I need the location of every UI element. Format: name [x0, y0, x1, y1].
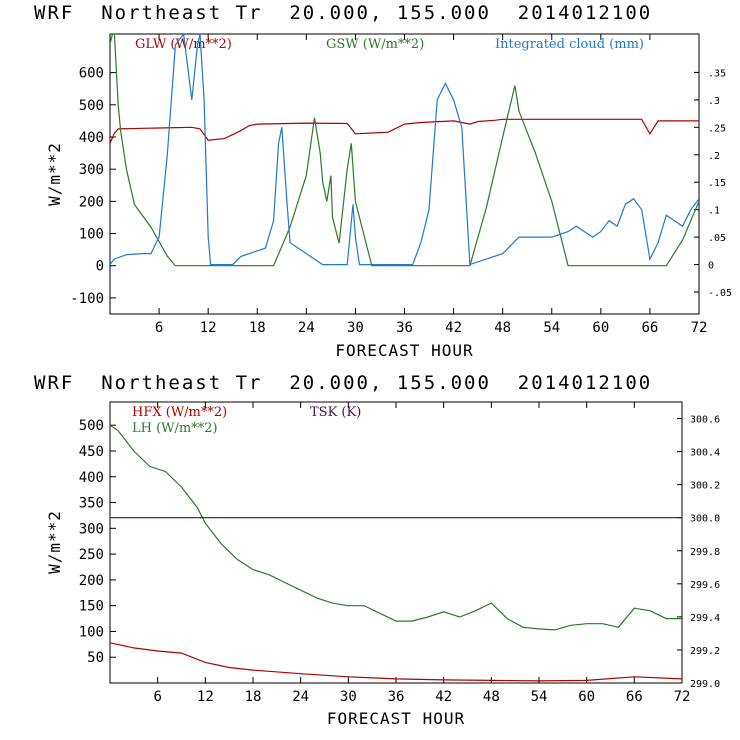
- chart2-xtick-label: 30: [340, 689, 357, 705]
- chart2-xlabel: FORECAST HOUR: [327, 709, 465, 728]
- chart2-ytick-label: 50: [87, 650, 104, 666]
- chart1-xtick-label: 12: [200, 320, 217, 336]
- chart1-xtick-label: 54: [543, 320, 560, 336]
- chart1-xtick-label: 30: [347, 320, 364, 336]
- chart2-ytick-label: 450: [79, 444, 104, 460]
- chart2-xtick-label: 66: [626, 689, 643, 705]
- chart2-series-hfx-line: [110, 642, 682, 682]
- chart1-y2tick-label: .2: [708, 151, 720, 162]
- chart1-series-gsw-line: [110, 34, 699, 267]
- chart2-ytick-label: 100: [79, 624, 104, 640]
- chart2-y2tick-label: 299.0: [690, 679, 720, 690]
- chart2-xtick-label: 42: [435, 689, 452, 705]
- chart2-y2tick-label: 299.2: [690, 646, 720, 657]
- chart2-xtick-label: 24: [292, 689, 309, 705]
- chart2-ytick-label: 400: [79, 470, 104, 486]
- chart1-ylabel: W/m**2: [45, 142, 64, 206]
- chart2-xtick-label: 36: [388, 689, 405, 705]
- chart2-y2tick-label: 300.4: [690, 448, 720, 459]
- chart1-xtick-label: 24: [298, 320, 315, 336]
- chart1-xtick-label: 42: [445, 320, 462, 336]
- chart2-ytick-label: 250: [79, 547, 104, 563]
- chart2-title: WRF Northeast Tr 20.000, 155.000 2014012…: [34, 372, 653, 394]
- chart1-ytick-label: 100: [79, 227, 104, 243]
- chart1-xlabel: FORECAST HOUR: [335, 341, 473, 360]
- chart1-ytick-label: 600: [79, 66, 104, 82]
- chart2-frame: [109, 401, 683, 684]
- chart1-plot: 6 12 18 24 30 36 42 48 54 60 66 72 -100 0 100 200 300 400…: [45, 33, 732, 360]
- chart1-legend-gsw: GSW (W/m**2): [326, 37, 424, 52]
- chart2-y2tick-label: 299.8: [690, 547, 720, 558]
- chart2-xtick-label: 60: [578, 689, 595, 705]
- chart1-y2tick-label: .15: [708, 178, 726, 189]
- chart1-series-integrated-line: [110, 34, 699, 266]
- chart1-xtick-label: 18: [249, 320, 266, 336]
- chart2-xtick-label: 18: [245, 689, 262, 705]
- chart2-xtick-label: 72: [674, 689, 691, 705]
- chart2-legend-hfx: HFX (W/m**2): [132, 405, 227, 420]
- chart1-title: WRF Northeast Tr 20.000, 155.000 2014012…: [34, 2, 653, 24]
- chart1-series-glw-line: [110, 118, 699, 144]
- chart2-series-lh-line: [110, 424, 682, 631]
- chart1-y2tick-label: -.05: [708, 288, 732, 299]
- chart2-ytick-label: 200: [79, 573, 104, 589]
- chart1-legend-integrated: Integrated cloud (mm): [495, 37, 644, 52]
- chart1-xtick-label: 66: [641, 320, 658, 336]
- chart1-xtick-label: 36: [396, 320, 413, 336]
- chart2-y2tick-label: 300.2: [690, 481, 720, 492]
- chart2-y2tick-label: 300.0: [690, 514, 720, 525]
- chart2-legend-tsk: TSK (K): [310, 405, 361, 420]
- chart1-ytick-label: -100: [70, 291, 104, 307]
- chart1-ytick-label: 300: [79, 162, 104, 178]
- chart2-xtick-label: 12: [197, 689, 214, 705]
- chart2-xtick-label: 48: [483, 689, 500, 705]
- chart1-y2tick-label: .1: [708, 206, 720, 217]
- chart2-y2tick-label: 299.6: [690, 580, 720, 591]
- chart1-ytick-label: 200: [79, 194, 104, 210]
- chart2-y2tick-label: 299.4: [690, 613, 720, 624]
- chart2-ytick-label: 300: [79, 521, 104, 537]
- chart1-ytick-label: 400: [79, 130, 104, 146]
- chart1-xtick-label: 72: [691, 320, 708, 336]
- chart1-y2tick-label: .35: [708, 68, 726, 79]
- chart2-legend-lh: LH (W/m**2): [132, 421, 218, 436]
- chart1-y2tick-label: .3: [708, 96, 720, 107]
- chart1-legend-glw: GLW (W/m**2): [135, 37, 232, 52]
- chart2-ytick-label: 150: [79, 599, 104, 615]
- chart2-xtick-label: 54: [531, 689, 548, 705]
- chart2-ytick-label: 350: [79, 496, 104, 512]
- chart2-xtick-label: 6: [153, 689, 161, 705]
- chart1-xtick-label: 48: [494, 320, 511, 336]
- chart1-y2tick-label: 0: [708, 261, 714, 272]
- chart1-xtick-label: 6: [155, 320, 163, 336]
- chart1-ytick-label: 500: [79, 98, 104, 114]
- chart1-y2tick-label: .25: [708, 123, 726, 134]
- chart1-frame: [109, 33, 700, 315]
- chart1-ytick-label: 0: [96, 259, 104, 275]
- chart2-ylabel: W/m**2: [45, 510, 64, 574]
- chart1-y2tick-label: .05: [708, 233, 726, 244]
- chart1-xtick-label: 60: [592, 320, 609, 336]
- chart2-plot: 6 12 18 24 30 36 42 48 54 60 66 72 50 100 150 200 250 300…: [45, 401, 720, 728]
- chart2-ytick-label: 500: [79, 418, 104, 434]
- chart2-y2tick-label: 300.6: [690, 415, 720, 426]
